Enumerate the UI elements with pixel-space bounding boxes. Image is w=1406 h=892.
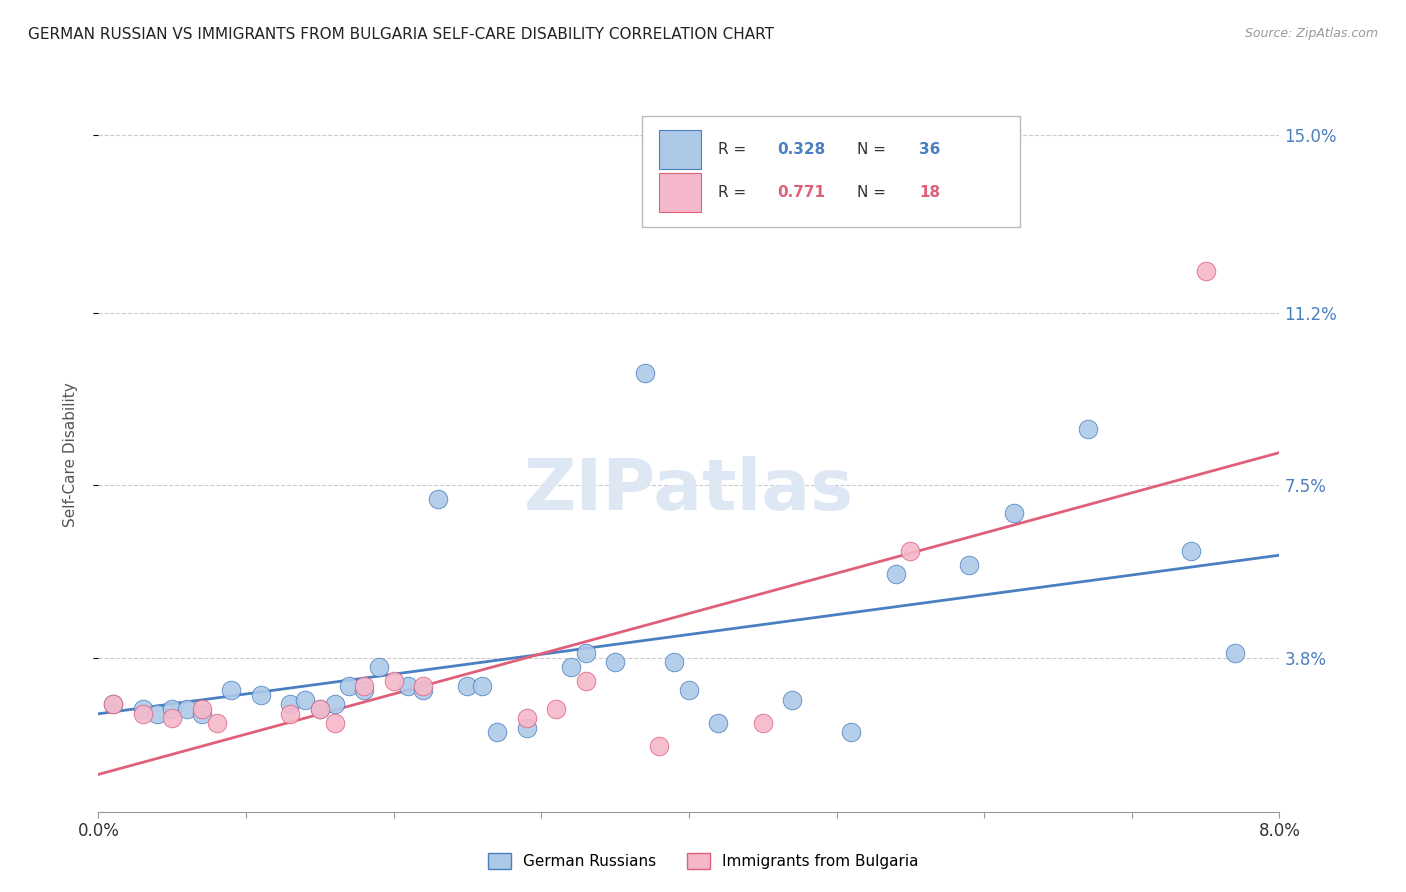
Text: R =: R = — [718, 142, 752, 157]
Text: GERMAN RUSSIAN VS IMMIGRANTS FROM BULGARIA SELF-CARE DISABILITY CORRELATION CHAR: GERMAN RUSSIAN VS IMMIGRANTS FROM BULGAR… — [28, 27, 775, 42]
Point — [162, 711, 183, 725]
Point — [382, 674, 405, 689]
Y-axis label: Self-Care Disability: Self-Care Disability — [63, 383, 77, 527]
Point — [1002, 506, 1025, 520]
Point — [546, 702, 568, 716]
Legend: German Russians, Immigrants from Bulgaria: German Russians, Immigrants from Bulgari… — [482, 847, 924, 875]
Point — [1223, 646, 1246, 660]
Point — [176, 702, 198, 716]
Text: Source: ZipAtlas.com: Source: ZipAtlas.com — [1244, 27, 1378, 40]
Point — [219, 683, 242, 698]
Point — [957, 558, 980, 572]
Point — [782, 693, 804, 707]
Point — [323, 698, 346, 712]
Point — [162, 702, 183, 716]
Point — [205, 716, 228, 731]
Point — [367, 660, 389, 674]
Point — [633, 366, 655, 380]
Point — [308, 702, 332, 716]
Point — [353, 683, 375, 698]
Text: 36: 36 — [920, 142, 941, 157]
Text: N =: N = — [856, 185, 890, 200]
Point — [412, 683, 434, 698]
Point — [1194, 263, 1216, 277]
Point — [678, 683, 700, 698]
Point — [132, 706, 155, 721]
Point — [664, 656, 686, 670]
Point — [648, 739, 671, 754]
Point — [751, 716, 773, 731]
Point — [353, 679, 375, 693]
Point — [146, 706, 169, 721]
Point — [515, 711, 537, 725]
Bar — [659, 130, 700, 169]
Point — [294, 693, 316, 707]
Point — [1180, 543, 1202, 558]
Text: 0.328: 0.328 — [778, 142, 825, 157]
Point — [191, 706, 214, 721]
Point — [103, 698, 125, 712]
Point — [426, 492, 449, 507]
Point — [707, 716, 730, 731]
Point — [839, 725, 862, 739]
Point — [456, 679, 478, 693]
Point — [308, 702, 332, 716]
Point — [1077, 422, 1099, 436]
Point — [323, 716, 346, 731]
Text: R =: R = — [718, 185, 752, 200]
Point — [605, 656, 627, 670]
Point — [191, 702, 214, 716]
Bar — [659, 173, 700, 212]
Text: ZIPatlas: ZIPatlas — [524, 456, 853, 525]
Point — [412, 679, 434, 693]
Point — [103, 698, 125, 712]
Text: 0.771: 0.771 — [778, 185, 825, 200]
Point — [574, 674, 596, 689]
Point — [471, 679, 494, 693]
Point — [900, 543, 922, 558]
Point — [560, 660, 582, 674]
Text: 18: 18 — [920, 185, 941, 200]
Point — [337, 679, 360, 693]
Point — [574, 646, 596, 660]
Point — [396, 679, 419, 693]
Point — [884, 566, 907, 581]
Point — [250, 688, 273, 702]
FancyBboxPatch shape — [641, 116, 1019, 227]
Point — [132, 702, 155, 716]
Point — [278, 698, 302, 712]
Point — [515, 721, 537, 735]
Point — [485, 725, 508, 739]
Text: N =: N = — [856, 142, 890, 157]
Point — [278, 706, 302, 721]
